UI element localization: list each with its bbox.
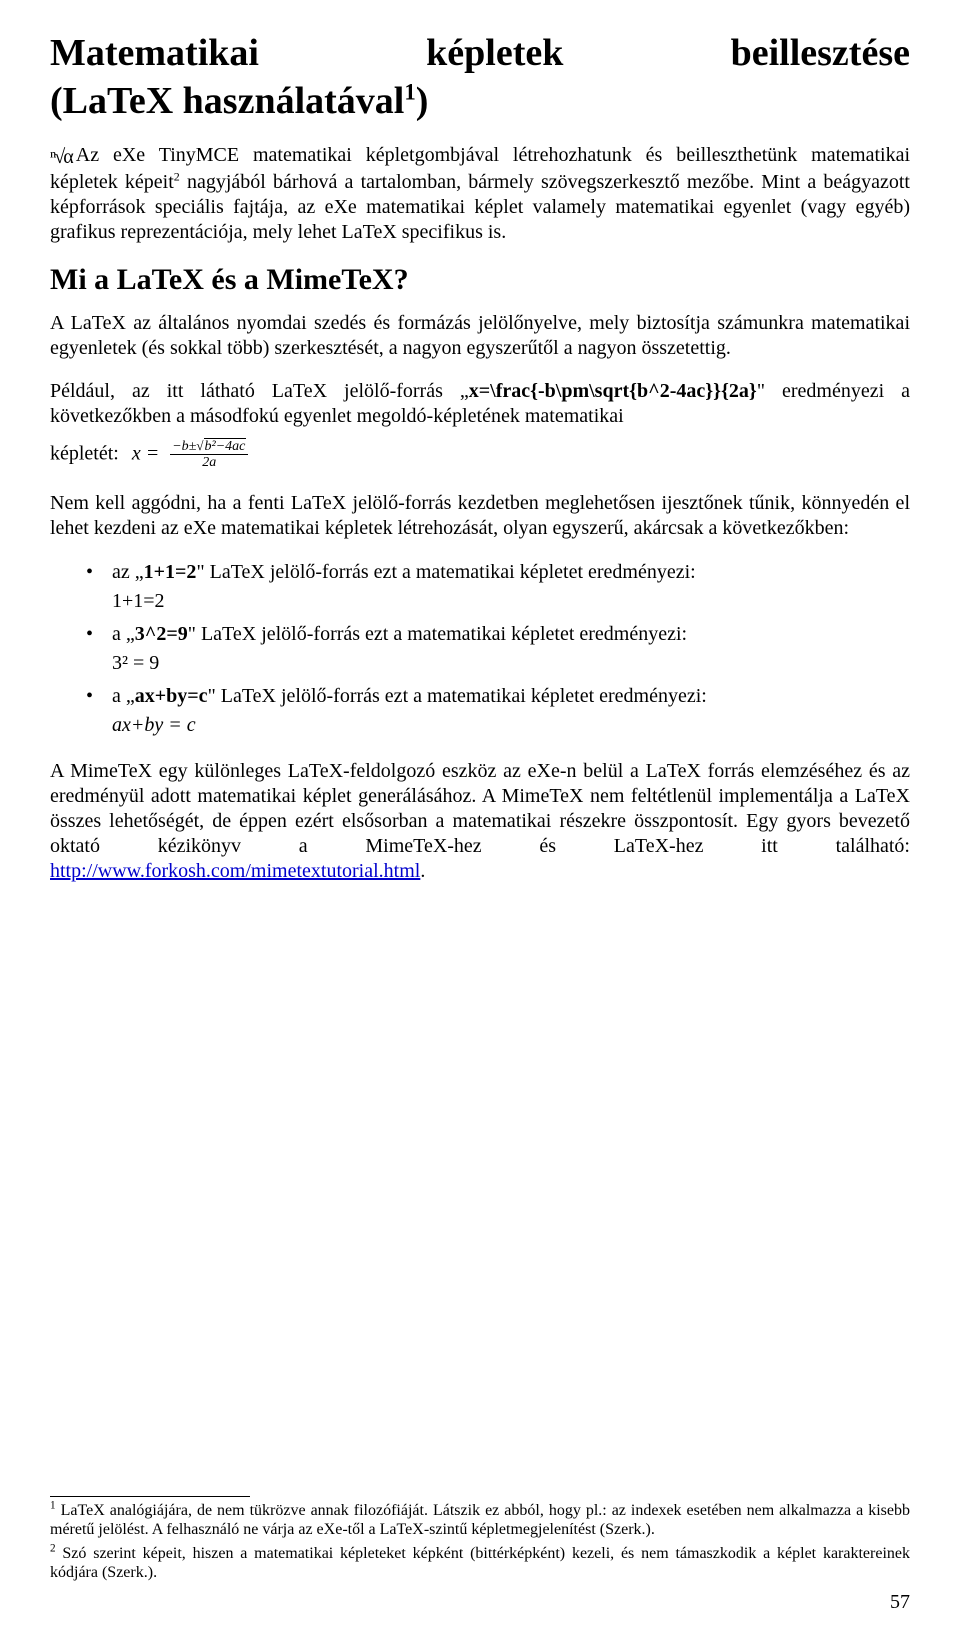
li3-a: a „ xyxy=(112,685,135,707)
footnotes: 1 LaTeX analógiájára, de nem tükrözve an… xyxy=(50,1496,910,1582)
paragraph-example: Például, az itt látható LaTeX jelölő-for… xyxy=(50,379,910,429)
paragraph-intro: ⁿ√αAz eXe TinyMCE matematikai képletgomb… xyxy=(50,143,910,245)
list-item: a „ax+by=c" LaTeX jelölő-forrás ezt a ma… xyxy=(86,683,910,741)
li3-c: " LaTeX jelölő-forrás ezt a matematikai … xyxy=(208,685,707,707)
list-item: a „3^2=9" LaTeX jelölő-forrás ezt a mate… xyxy=(86,621,910,679)
section-heading: Mi a LaTeX és a MimeTeX? xyxy=(50,263,910,297)
li3-code: ax+by=c xyxy=(135,685,208,707)
li1-a: az „ xyxy=(112,561,144,583)
paragraph-mimetex: A MimeTeX egy különleges LaTeX-feldolgoz… xyxy=(50,759,910,884)
paragraph-no-worry: Nem kell aggódni, ha a fenti LaTeX jelöl… xyxy=(50,491,910,541)
sqrt-alpha-icon: ⁿ√α xyxy=(50,145,72,170)
p1-text-b: nagyjából bárhová a tartalomban, bármely… xyxy=(50,171,910,243)
title-line2-b: ) xyxy=(416,80,429,122)
li3-formula: ax+by = c xyxy=(112,710,196,741)
formula-xeq: x = xyxy=(132,442,159,464)
title-word-3: beillesztése xyxy=(731,30,910,78)
li2-code: 3^2=9 xyxy=(135,623,188,645)
li1-c: " LaTeX jelölő-forrás ezt a matematikai … xyxy=(196,561,695,583)
li2-a: a „ xyxy=(112,623,135,645)
li1-code: 1+1=2 xyxy=(144,561,197,583)
example-list: az „1+1=2" LaTeX jelölő-forrás ezt a mat… xyxy=(86,559,910,741)
p3-a: Például, az itt látható LaTeX jelölő-for… xyxy=(50,380,469,402)
paragraph-latex-desc: A LaTeX az általános nyomdai szedés és f… xyxy=(50,311,910,361)
fn2-text: Szó szerint képeit, hiszen a matematikai… xyxy=(50,1545,910,1581)
li1-formula: 1+1=2 xyxy=(112,586,165,617)
p3-c: képletét: xyxy=(50,442,119,464)
p5-b: . xyxy=(420,860,425,882)
p3-code: x=\frac{-b\pm\sqrt{b^2-4ac}}{2a} xyxy=(469,380,757,402)
formula-fraction: −b±√b²−4ac 2a xyxy=(170,439,248,471)
page: Matematikai képletek beillesztése (LaTeX… xyxy=(0,0,960,1632)
li2-formula: 3² = 9 xyxy=(112,648,159,679)
paragraph-formula-line: képletét: x = −b±√b²−4ac 2a xyxy=(50,437,910,473)
p5-a: A MimeTeX egy különleges LaTeX-feldolgoz… xyxy=(50,760,910,857)
formula-denominator: 2a xyxy=(170,455,248,470)
page-number: 57 xyxy=(890,1591,910,1614)
fn1-text: LaTeX analógiájára, de nem tükrözve anna… xyxy=(50,1502,910,1538)
footnote-rule xyxy=(50,1496,250,1497)
title-footnote-ref-1: 1 xyxy=(404,79,415,104)
title-word-2: képletek xyxy=(426,30,563,78)
footnote-1: 1 LaTeX analógiájára, de nem tükrözve an… xyxy=(50,1501,910,1539)
footnote-2: 2 Szó szerint képeit, hiszen a matematik… xyxy=(50,1544,910,1582)
page-title: Matematikai képletek beillesztése (LaTeX… xyxy=(50,30,910,125)
li2-c: " LaTeX jelölő-forrás ezt a matematikai … xyxy=(188,623,687,645)
title-line2-a: (LaTeX használatával xyxy=(50,80,404,122)
list-item: az „1+1=2" LaTeX jelölő-forrás ezt a mat… xyxy=(86,559,910,617)
title-word-1: Matematikai xyxy=(50,30,259,78)
mimetex-tutorial-link[interactable]: http://www.forkosh.com/mimetextutorial.h… xyxy=(50,860,420,882)
